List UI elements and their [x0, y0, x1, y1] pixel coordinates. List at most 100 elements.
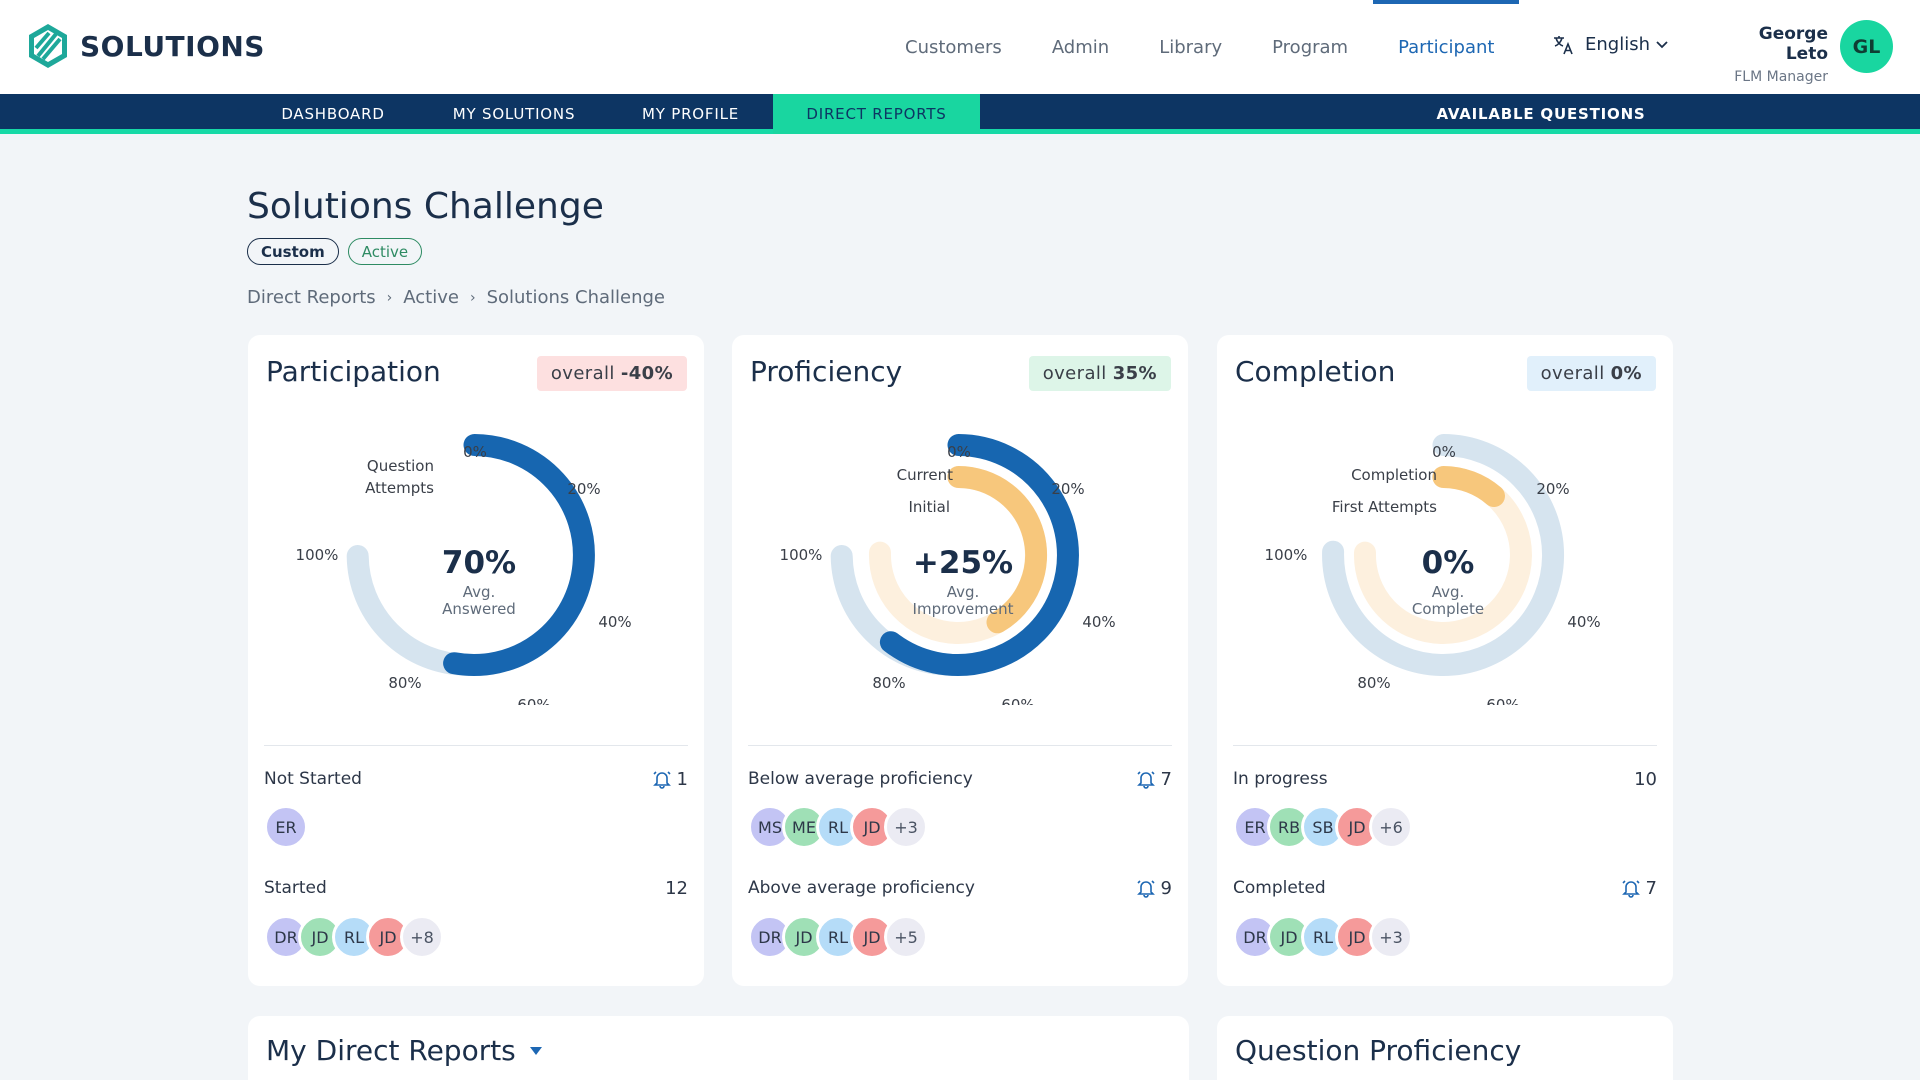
breadcrumb-direct-reports[interactable]: Direct Reports: [247, 287, 376, 308]
completion-gauge: 0% 20% 40% 60% 80% 100% Completion First…: [1217, 405, 1673, 714]
section-title: My Direct Reports: [266, 1034, 516, 1067]
avatar-more[interactable]: +3: [884, 805, 928, 849]
section-title: Question Proficiency: [1235, 1034, 1522, 1067]
chevron-down-icon: [1656, 40, 1668, 48]
avatar[interactable]: JD: [1267, 915, 1311, 959]
bell-icon[interactable]: [1620, 877, 1642, 899]
nav-admin[interactable]: Admin: [1051, 36, 1110, 58]
gauge-svg: 0% 20% 40% 60% 80% 100% Question Attempt…: [296, 434, 632, 714]
stat-label: In progress: [1233, 769, 1328, 789]
solutions-logo-icon: [29, 24, 67, 68]
avatar-group[interactable]: ER RB SB JD +6: [1233, 805, 1413, 851]
bell-icon[interactable]: [1135, 877, 1157, 899]
user-avatar[interactable]: GL: [1840, 20, 1893, 73]
overall-badge: overall -40%: [536, 356, 687, 391]
nav-library[interactable]: Library: [1159, 36, 1223, 58]
tag-active: Active: [347, 238, 423, 265]
divider: [264, 745, 688, 746]
tick-label: 80%: [1357, 674, 1390, 692]
stat-label: Started: [264, 878, 327, 898]
avatar-more[interactable]: +3: [1369, 915, 1413, 959]
tick-label: 80%: [872, 674, 905, 692]
stat-row-below-average: Below average proficiency 7: [748, 767, 1172, 791]
gauge-center-label: Avg.: [1432, 583, 1465, 601]
avatar-group[interactable]: DR JD RL JD +8: [264, 915, 444, 961]
avatar-more[interactable]: +6: [1369, 805, 1413, 849]
stat-row-in-progress: In progress 10: [1233, 767, 1657, 791]
tick-label: 20%: [1051, 480, 1084, 498]
bell-icon[interactable]: [651, 768, 673, 790]
stat-row-completed: Completed 7: [1233, 876, 1657, 900]
stat-label: Above average proficiency: [748, 878, 975, 898]
subnav-my-profile[interactable]: MY PROFILE: [641, 105, 740, 123]
overall-value: -40%: [620, 363, 673, 384]
subnav-available-questions[interactable]: AVAILABLE QUESTIONS: [1436, 105, 1646, 123]
overall-value: 35%: [1112, 363, 1157, 384]
user-name: George Leto: [1758, 24, 1828, 64]
user-info[interactable]: George Leto FLM Manager: [1716, 24, 1828, 85]
stat-label: Not Started: [264, 769, 362, 789]
language-selector[interactable]: English: [1553, 34, 1678, 55]
nav-customers[interactable]: Customers: [905, 36, 1002, 58]
participation-gauge: 0% 20% 40% 60% 80% 100% Question Attempt…: [248, 405, 704, 714]
stat-count-value: 1: [676, 768, 688, 790]
overall-label: overall: [550, 363, 615, 384]
stat-count[interactable]: 9: [1135, 877, 1172, 899]
chevron-right-icon: ›: [386, 289, 393, 306]
caret-down-icon[interactable]: [529, 1046, 542, 1055]
avatar-group[interactable]: DR JD RL JD +3: [1233, 915, 1413, 961]
language-label: English: [1585, 34, 1650, 55]
bell-icon[interactable]: [1135, 768, 1157, 790]
gauge-svg: 0% 20% 40% 60% 80% 100% Completion First…: [1265, 434, 1601, 714]
avatar-more[interactable]: +8: [400, 915, 444, 959]
avatar-more[interactable]: +5: [884, 915, 928, 959]
top-header: SOLUTIONS Customers Admin Library Progra…: [0, 0, 1920, 94]
stat-count: 12: [665, 878, 688, 899]
brand-logo[interactable]: SOLUTIONS: [26, 22, 265, 70]
brand-name: SOLUTIONS: [80, 29, 265, 63]
series-label: Completion: [1351, 466, 1437, 484]
tick-label: 20%: [567, 480, 600, 498]
direct-reports-title[interactable]: My Direct Reports: [266, 1034, 542, 1067]
sub-nav: DASHBOARD MY SOLUTIONS MY PROFILE DIRECT…: [0, 94, 1920, 134]
outer-progress-arc: [879, 434, 1079, 676]
gauge-center-label: Improvement: [913, 600, 1014, 618]
status-tags: Custom Active: [247, 238, 423, 265]
stat-count[interactable]: 7: [1135, 768, 1172, 790]
stat-count: 10: [1634, 769, 1657, 790]
proficiency-card: Proficiency overall 35% 0% 20% 40% 60% 8…: [732, 335, 1188, 986]
nav-participant[interactable]: Participant: [1373, 0, 1520, 94]
breadcrumb-active[interactable]: Active: [403, 287, 459, 308]
overall-badge: overall 0%: [1526, 356, 1656, 391]
stat-count[interactable]: 7: [1620, 877, 1657, 899]
avatar-group[interactable]: MS ME RL JD +3: [748, 805, 928, 851]
divider: [748, 745, 1172, 746]
gauge-center-value: +25%: [913, 545, 1013, 581]
gauge-center-value: 0%: [1422, 545, 1475, 581]
tag-custom: Custom: [247, 238, 339, 265]
gauge-center-label: Avg.: [463, 583, 496, 601]
tick-label: 40%: [598, 613, 631, 631]
main-nav: Customers Admin Library Program Particip…: [880, 0, 1520, 94]
tick-label: 60%: [1001, 696, 1034, 705]
avatar[interactable]: JD: [366, 915, 410, 959]
nav-program[interactable]: Program: [1272, 36, 1349, 58]
question-proficiency-card: Question Proficiency: [1217, 1016, 1673, 1080]
avatar-group[interactable]: ER: [264, 805, 308, 851]
subnav-my-solutions[interactable]: MY SOLUTIONS: [452, 105, 576, 123]
subnav-dashboard[interactable]: DASHBOARD: [281, 105, 385, 123]
breadcrumb-current: Solutions Challenge: [486, 287, 665, 308]
user-role: FLM Manager: [1734, 69, 1828, 85]
avatar[interactable]: ER: [264, 805, 308, 849]
chevron-right-icon: ›: [469, 289, 476, 306]
subnav-direct-reports[interactable]: DIRECT REPORTS: [773, 94, 980, 134]
tick-label: 0%: [463, 443, 487, 461]
proficiency-gauge: 0% 20% 40% 60% 80% 100% Current Initial …: [732, 405, 1188, 714]
avatar[interactable]: JD: [782, 915, 826, 959]
card-title: Proficiency: [750, 355, 903, 388]
stat-count-value: 9: [1160, 877, 1172, 899]
avatar-group[interactable]: DR JD RL JD +5: [748, 915, 928, 961]
tick-label: 0%: [1432, 443, 1456, 461]
inner-progress-arc: [947, 466, 1048, 634]
stat-count[interactable]: 1: [651, 768, 688, 790]
